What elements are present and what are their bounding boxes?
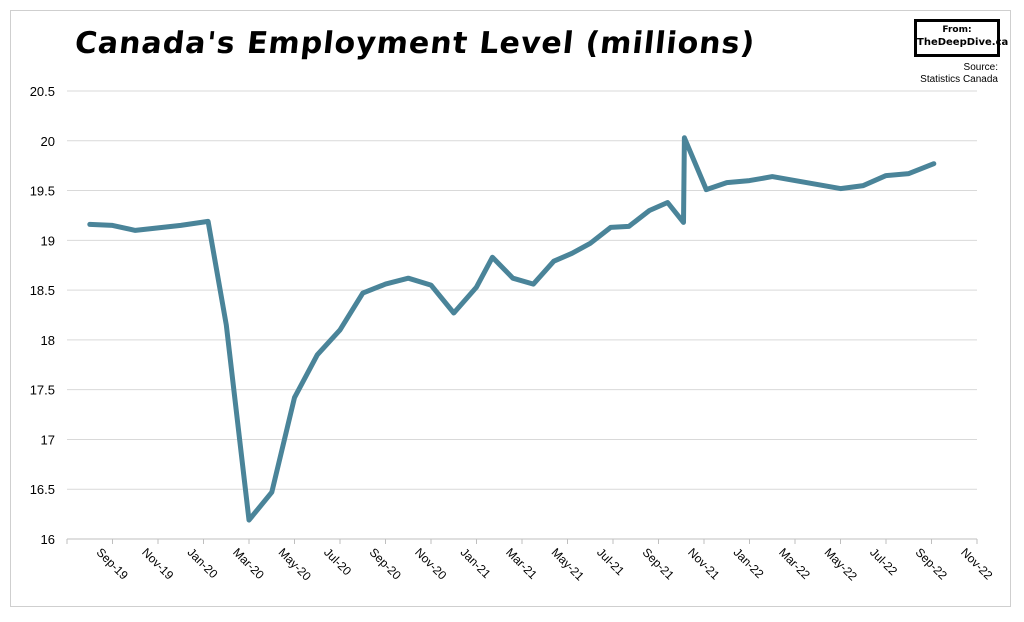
x-tick-label: Mar-21 <box>503 545 540 582</box>
logo-site-text: TheDeepDive.ca <box>917 37 1009 48</box>
x-axis <box>66 538 978 544</box>
source-label: Source: <box>963 62 998 73</box>
x-tick-label: May-22 <box>822 545 860 583</box>
source-note: Source: Statistics Canada <box>900 62 998 86</box>
y-axis-ticks: 16 16.5 17 17.5 18 18.5 19 19.5 20 20.5 <box>30 84 55 547</box>
x-tick-label: Jan-21 <box>458 545 494 581</box>
x-tick-label: Jul-20 <box>321 545 354 578</box>
chart-frame <box>10 10 1011 607</box>
x-tick-label: Jul-22 <box>867 545 900 578</box>
x-tick-label: Mar-22 <box>776 545 813 582</box>
y-tick-label: 19 <box>41 233 55 248</box>
y-tick-label: 20.5 <box>30 84 55 99</box>
y-tick-label: 16.5 <box>30 482 55 497</box>
y-tick-label: 20 <box>41 134 55 149</box>
x-tick-label: May-20 <box>276 545 314 583</box>
x-tick-label: Nov-21 <box>685 545 722 582</box>
x-tick-label: Nov-19 <box>139 545 176 582</box>
y-tick-label: 16 <box>41 532 55 547</box>
x-tick-label: Sep-20 <box>367 545 404 582</box>
x-tick-label: Nov-20 <box>412 545 449 582</box>
x-axis-ticks: Sep-19 Nov-19 Jan-20 Mar-20 May-20 Jul-20 Sep-… <box>94 545 996 583</box>
grid-lines <box>67 90 977 490</box>
x-tick-label: Sep-19 <box>94 545 131 582</box>
x-tick-label: May-21 <box>549 545 587 583</box>
y-tick-label: 18 <box>41 333 55 348</box>
x-tick-label: Nov-22 <box>958 545 995 582</box>
x-tick-label: Sep-22 <box>913 545 950 582</box>
x-tick-label: Jul-21 <box>594 545 627 578</box>
logo-from-text: From: <box>942 25 972 35</box>
source-name: Statistics Canada <box>920 74 998 85</box>
employment-series-line <box>87 135 937 523</box>
y-tick-label: 19.5 <box>30 184 55 199</box>
y-tick-label: 17 <box>41 432 55 447</box>
series-layer <box>87 135 937 523</box>
brand-logo: From: TheDeepDive.ca <box>914 19 1009 57</box>
y-tick-label: 17.5 <box>30 383 55 398</box>
y-tick-label: 18.5 <box>30 283 55 298</box>
x-tick-label: Sep-21 <box>640 545 677 582</box>
x-tick-label: Mar-20 <box>230 545 267 582</box>
x-tick-label: Jan-22 <box>731 545 767 581</box>
x-tick-label: Jan-20 <box>185 545 221 581</box>
